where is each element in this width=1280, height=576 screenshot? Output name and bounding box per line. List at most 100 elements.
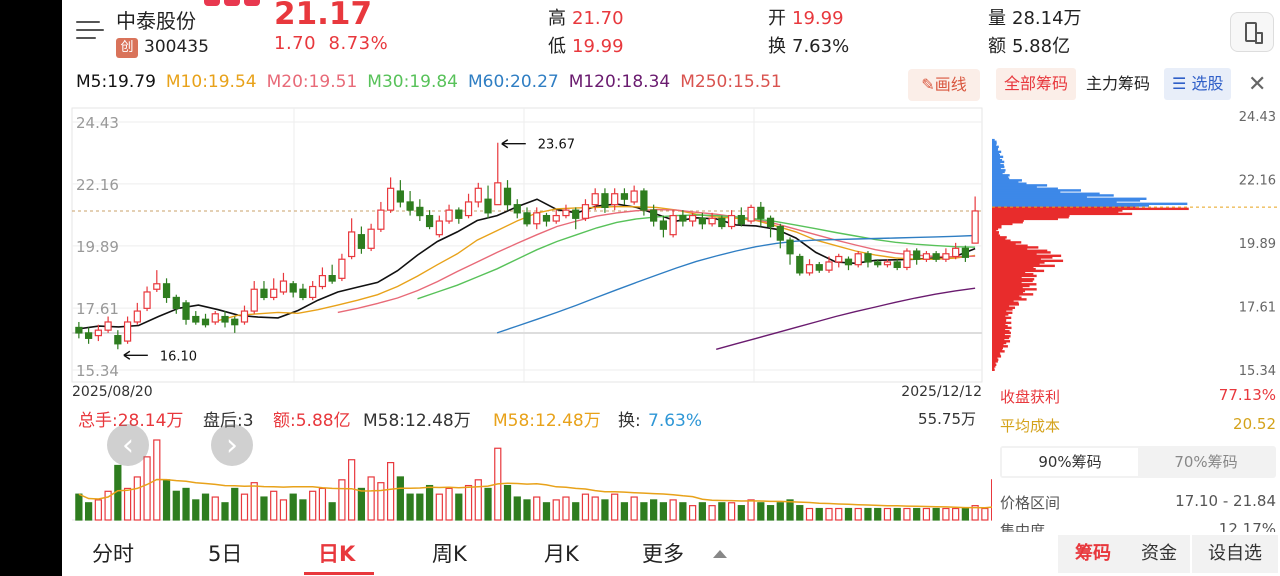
volume-bar: [815, 507, 823, 521]
volume-bar: [708, 505, 716, 521]
tab-90-chips[interactable]: 90%筹码: [1002, 448, 1138, 476]
draw-line-button[interactable]: ✎画线: [908, 69, 980, 101]
volume-bar: [942, 507, 950, 521]
active-tab-indicator: [304, 572, 374, 575]
high-quote: 高 21.70: [548, 8, 624, 29]
prev-arrow-icon[interactable]: [107, 424, 149, 466]
volume-bar: [416, 493, 424, 521]
chip-bar: [992, 207, 1189, 211]
candle-body: [591, 193, 599, 206]
add-watchlist-button[interactable]: 设自选: [1192, 535, 1278, 573]
candle-body: [231, 318, 239, 326]
candle-body: [864, 253, 872, 263]
volume-bar: [591, 496, 599, 521]
next-arrow-icon[interactable]: [211, 424, 253, 466]
volume-bar: [221, 502, 229, 521]
candle-body: [494, 182, 502, 206]
close-icon[interactable]: ✕: [1248, 72, 1267, 97]
ma-legend-item: M20:19.51: [266, 72, 358, 92]
chip-bar: [992, 205, 1136, 209]
chip-bar: [992, 189, 1082, 192]
ma-legend-item: M5:19.79: [76, 72, 156, 92]
volume-bar: [659, 502, 668, 521]
candle-body: [669, 214, 677, 236]
candle-body: [688, 214, 697, 222]
y-tick-label: 19.89: [76, 238, 119, 256]
volume-bar: [698, 502, 706, 521]
change-percent: 8.73%: [328, 33, 389, 54]
candle-body: [309, 285, 317, 299]
expand-up-icon[interactable]: [713, 550, 727, 558]
chip-bar: [992, 249, 1048, 252]
volume-bar: [299, 499, 307, 521]
candle-body: [874, 261, 882, 266]
tab-stock-pick[interactable]: ☰ 选股: [1164, 68, 1232, 100]
tab-main-chips[interactable]: 主力筹码: [1086, 74, 1151, 93]
tab-70-chips[interactable]: 70%筹码: [1174, 453, 1238, 471]
chip-bar: [992, 286, 1023, 289]
volume-bar: [250, 482, 258, 521]
volume-bar: [776, 502, 784, 521]
candle-body: [416, 206, 424, 217]
candle-body: [640, 190, 648, 211]
volume-bar: [240, 493, 249, 521]
tab-more[interactable]: 更多: [642, 542, 684, 566]
volume-bar: [396, 476, 404, 521]
chip-bar: [992, 229, 997, 232]
candle-body: [659, 220, 668, 230]
change-amount: 1.70: [274, 33, 317, 54]
chip-bar: [992, 321, 1012, 325]
candle-body: [601, 193, 609, 208]
kline-chart[interactable]: 24.43 22.16 19.89 17.61 15.34 23.67 16.10 2025…: [62, 100, 992, 530]
candle-body: [757, 206, 765, 219]
volume-bar: [844, 507, 853, 521]
candle-body: [922, 253, 931, 260]
device-switch-button[interactable]: [1230, 12, 1274, 52]
chip-bar: [992, 140, 997, 143]
y-tick-label: 24.43: [76, 114, 119, 132]
volume-bar: [961, 507, 970, 521]
volume-bar: [464, 484, 473, 521]
chip-bar: [992, 143, 997, 147]
tab-weekly-k[interactable]: 周K: [432, 542, 467, 566]
fund-button[interactable]: 资金: [1128, 535, 1190, 573]
volume-bar: [796, 505, 804, 521]
ma-legend-item: M60:20.27: [468, 72, 559, 92]
tab-intraday[interactable]: 分时: [92, 542, 134, 566]
candle-body: [893, 261, 901, 269]
ma-legend: M5:19.79 M10:19.54 M20:19.51 M30:19.84 M60:2…: [76, 72, 792, 92]
chip-bar: [992, 197, 1147, 200]
volume-bar: [211, 496, 219, 521]
menu-icon[interactable]: [76, 18, 104, 42]
chip-bar: [992, 160, 1005, 164]
volume-ma-line: [78, 478, 992, 509]
volume-label: M58:12.48万: [363, 411, 471, 431]
tab-5day[interactable]: 5日: [208, 542, 243, 566]
chip-bar: [992, 254, 1062, 257]
volume-label: M58:12.48万: [493, 411, 601, 431]
chip-bar: [992, 313, 1009, 316]
tab-daily-k[interactable]: 日K: [318, 542, 356, 566]
tab-monthly-k[interactable]: 月K: [544, 542, 579, 566]
chip-bar: [992, 211, 1119, 214]
chip-bar: [992, 335, 1011, 338]
current-price: 21.17: [274, 0, 373, 32]
volume-bar: [688, 505, 697, 521]
candle-body: [464, 201, 473, 217]
chip-bar: [992, 264, 1055, 268]
volume-bar: [455, 493, 463, 521]
candle-body: [542, 214, 551, 222]
volume-label: 盘后:3: [203, 411, 254, 431]
candle-body: [513, 204, 521, 214]
turnover-quote: 换 7.63%: [768, 36, 850, 57]
volume-bar: [650, 499, 658, 521]
chip-bar: [992, 331, 1011, 335]
tab-all-chips[interactable]: 全部筹码: [996, 68, 1077, 100]
chip-bar: [992, 311, 1013, 314]
candle-body: [630, 190, 638, 203]
chip-bar: [992, 175, 1009, 179]
candle-body: [474, 187, 482, 203]
chip-bar: [992, 325, 1008, 328]
chip-button[interactable]: 筹码: [1058, 535, 1128, 573]
volume-bar: [231, 487, 239, 521]
